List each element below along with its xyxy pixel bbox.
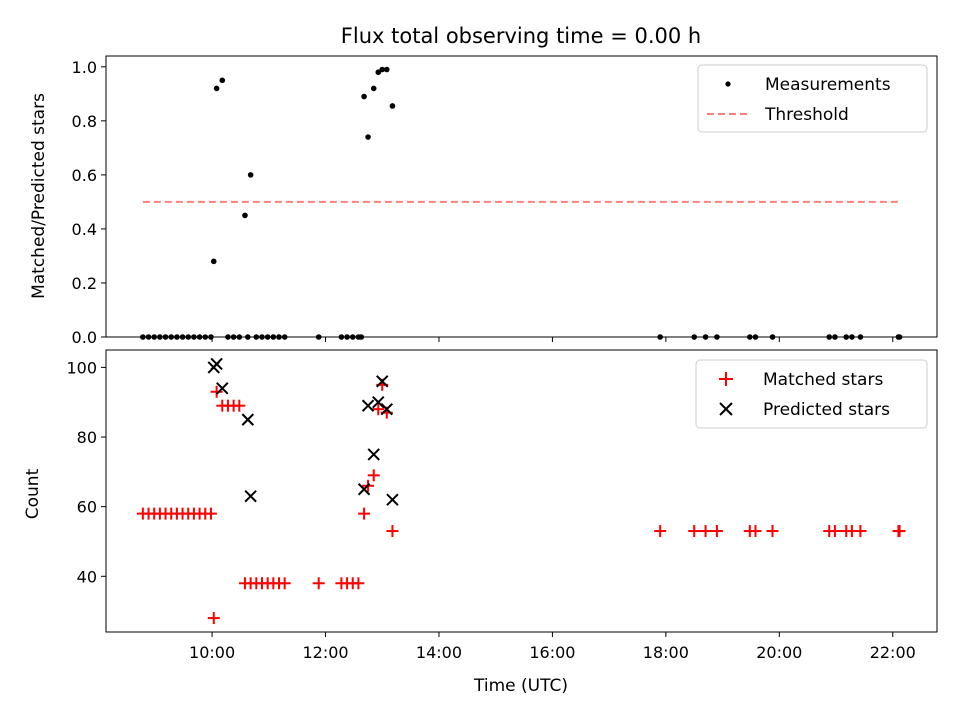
x-tick-label: 10:00 xyxy=(189,643,235,662)
matched-stars-point xyxy=(893,525,906,538)
matched-stars-point xyxy=(312,577,325,590)
legend-label-measurements: Measurements xyxy=(765,75,891,95)
x-axis-label: Time (UTC) xyxy=(473,676,568,696)
matched-stars-point xyxy=(828,525,841,538)
measurements-point xyxy=(242,212,248,219)
measurements-point xyxy=(383,66,390,73)
bottom-y-tick-label: 80 xyxy=(77,428,97,447)
x-tick-label: 18:00 xyxy=(643,643,689,662)
matched-stars-point xyxy=(358,507,371,520)
bottom-y-tick-label: 60 xyxy=(77,498,97,517)
x-tick-label: 14:00 xyxy=(416,643,462,662)
matched-stars-point xyxy=(352,577,365,590)
measurements-point xyxy=(219,77,226,84)
chart-title: Flux total observing time = 0.00 h xyxy=(341,24,701,48)
legend-marker-matched-stars xyxy=(719,372,733,386)
bottom-axis-ticks: 40 60 80 100 10:00 12:00 14:00 16:00 18:00 20:00 2… xyxy=(66,358,915,662)
bottom-panel: Count Time (UTC) 40 60 80 100 10:00 12:00 14:0… xyxy=(23,349,938,696)
top-axis-ticks: 0.0 0.2 0.4 0.6 0.8 1.0 xyxy=(72,58,894,347)
bottom-y-axis-label: Count xyxy=(23,468,43,519)
matched-stars-point xyxy=(766,525,779,538)
legend-label-matched-stars: Matched stars xyxy=(763,370,883,390)
predicted-stars-point xyxy=(244,490,257,503)
predicted-stars-point xyxy=(241,413,255,426)
measurements-point xyxy=(370,85,377,92)
measurements-point xyxy=(389,103,396,109)
x-tick-label: 20:00 xyxy=(756,643,802,662)
matched-stars-point xyxy=(367,469,380,482)
legend-marker-measurements xyxy=(725,81,731,87)
predicted-stars-point xyxy=(216,382,229,395)
predicted-stars-point xyxy=(372,396,385,409)
matched-stars-point xyxy=(372,403,385,416)
bottom-data-marks xyxy=(136,357,906,625)
top-y-tick-label: 0.8 xyxy=(72,112,97,131)
matched-stars-point xyxy=(204,507,217,520)
measurements-point xyxy=(361,93,367,100)
predicted-stars-point xyxy=(380,402,393,416)
matched-stars-point xyxy=(210,385,223,398)
measurements-point xyxy=(213,85,220,92)
measurements-point xyxy=(210,258,217,265)
matched-stars-point xyxy=(699,525,712,538)
top-y-tick-label: 0.0 xyxy=(72,328,97,347)
x-tick-label: 16:00 xyxy=(529,643,575,662)
bottom-legend-box xyxy=(695,359,928,429)
bottom-plot-frame xyxy=(105,349,938,633)
top-panel: Matched/Predicted stars 0.0 0.2 0.4 0.6 0.8 1… xyxy=(29,55,938,347)
matched-stars-point xyxy=(278,577,291,590)
bottom-y-tick-label: 40 xyxy=(77,567,97,586)
x-tick-label: 12:00 xyxy=(302,643,348,662)
predicted-stars-point xyxy=(210,357,223,371)
predicted-stars-point xyxy=(357,483,371,496)
matched-stars-point xyxy=(688,525,701,538)
measurements-point xyxy=(365,134,371,140)
matched-stars-point xyxy=(854,525,867,538)
predicted-stars-point xyxy=(367,448,380,461)
matched-stars-point xyxy=(386,525,399,538)
top-legend: Measurements Threshold xyxy=(697,64,928,133)
bottom-y-tick-label: 100 xyxy=(66,358,97,377)
top-y-tick-label: 0.4 xyxy=(72,220,97,239)
top-y-axis-label: Matched/Predicted stars xyxy=(29,93,49,299)
matched-stars-point xyxy=(654,525,667,538)
bottom-legend: Matched stars Predicted stars xyxy=(695,359,928,429)
matched-stars-point xyxy=(710,525,723,538)
top-y-tick-label: 1.0 xyxy=(72,58,97,77)
predicted-stars-point xyxy=(386,493,399,506)
matched-stars-point xyxy=(749,525,762,538)
x-tick-label: 22:00 xyxy=(870,643,916,662)
top-plot-frame xyxy=(105,55,938,338)
measurements-point xyxy=(247,172,254,178)
legend-label-predicted-stars: Predicted stars xyxy=(763,400,890,420)
measurements-point xyxy=(375,69,382,76)
predicted-stars-point xyxy=(376,375,389,388)
top-y-tick-label: 0.2 xyxy=(72,274,97,293)
legend-marker-predicted-stars xyxy=(719,402,733,416)
predicted-stars-point xyxy=(361,399,375,412)
legend-label-threshold: Threshold xyxy=(764,105,849,125)
matched-stars-point xyxy=(207,612,220,625)
matched-stars-point xyxy=(233,399,246,412)
top-legend-box xyxy=(697,64,928,133)
top-y-tick-label: 0.6 xyxy=(72,166,97,185)
measurements-point xyxy=(379,66,386,73)
